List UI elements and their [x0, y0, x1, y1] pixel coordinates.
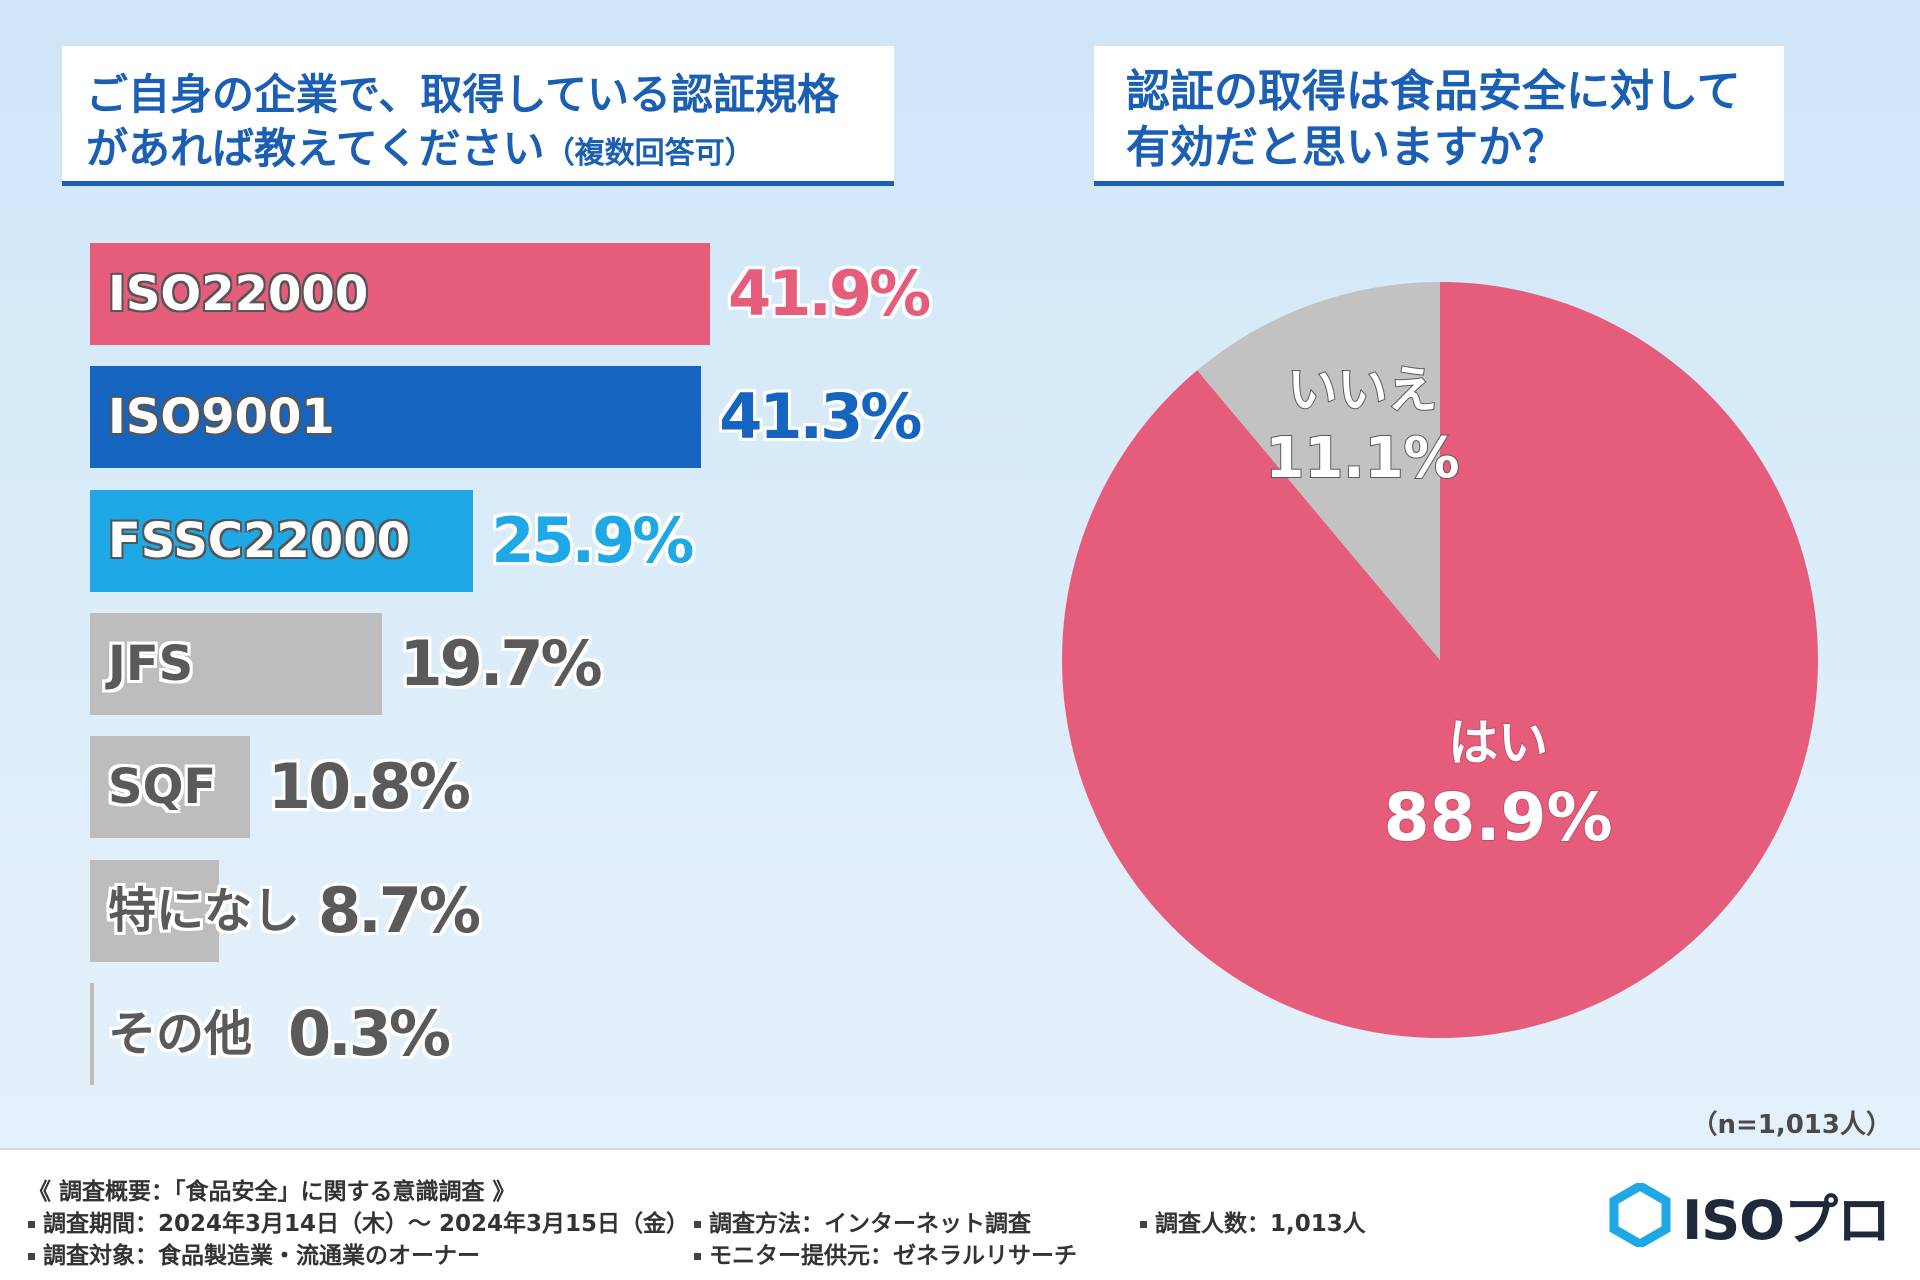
bar-chart-title-line2: があれば教えてください — [86, 124, 545, 173]
survey-target-text: 調査対象：食品製造業・流通業のオーナー — [43, 1243, 480, 1269]
bullet-icon — [1140, 1221, 1147, 1228]
pie-value-1: 11.1% — [1265, 426, 1459, 491]
survey-count-text: 調査人数：1,013人 — [1155, 1211, 1366, 1237]
bar-chart-title-note: （複数回答可） — [544, 136, 755, 171]
bar-0 — [90, 243, 711, 345]
bar-label-6: その他 — [108, 1005, 253, 1062]
survey-provider: モニター提供元：ゼネラルリサーチ — [694, 1236, 1077, 1270]
bullet-icon — [28, 1253, 35, 1260]
bar-label-5: 特になし — [108, 882, 301, 939]
pie-chart-title-line1: 認証の取得は食品安全に対して — [1126, 66, 1741, 117]
survey-footer: 《 調査概要：「食品安全」に関する意識調査 》 調査期間：2024年3月14日（… — [0, 1148, 1920, 1280]
survey-provider-text: モニター提供元：ゼネラルリサーチ — [709, 1243, 1077, 1269]
bar-label-2: FSSC22000 — [108, 512, 410, 569]
survey-heading: 《 調査概要：「食品安全」に関する意識調査 》 — [28, 1179, 516, 1205]
survey-period: 調査期間：2024年3月14日（木）～ 2024年3月15日（金） — [28, 1204, 689, 1238]
bar-6 — [90, 982, 95, 1085]
pie-chart-title-line2: 有効だと思いますか？ — [1126, 122, 1566, 173]
bar-2 — [90, 489, 474, 592]
survey-target: 調査対象：食品製造業・流通業のオーナー — [28, 1236, 480, 1270]
pie-slice-1 — [1197, 282, 1440, 660]
survey-count: 調査人数：1,013人 — [1140, 1204, 1366, 1238]
bar-label-4: SQF — [108, 759, 217, 816]
hexagon-logo-icon — [1609, 1183, 1671, 1247]
bar-3 — [90, 612, 382, 715]
bar-1 — [90, 366, 702, 469]
bar-value-6: 0.3% — [288, 996, 451, 1070]
bar-chart-title: ご自身の企業で、取得している認証規格 があれば教えてください（複数回答可） — [62, 46, 894, 186]
sample-size: （n=1,013人） — [1691, 1110, 1892, 1140]
bar-4 — [90, 736, 250, 839]
bullet-icon — [28, 1221, 35, 1228]
bar-5 — [90, 859, 219, 962]
bar-value-3: 19.7% — [399, 626, 603, 700]
pie-value-0: 88.9% — [1384, 779, 1613, 856]
bullet-icon — [694, 1253, 701, 1260]
bar-label-3: JFS — [108, 635, 194, 692]
pie-label-1: いいえ — [1288, 361, 1438, 419]
isopro-logo: ISOプロ — [1608, 1180, 1891, 1252]
bar-value-5: 8.7% — [318, 873, 481, 947]
bar-value-4: 10.8% — [267, 750, 471, 824]
bar-value-2: 25.9% — [491, 503, 694, 577]
bullet-icon — [694, 1221, 701, 1228]
bar-label-0: ISO22000 — [108, 266, 369, 322]
logo-text: ISOプロ — [1682, 1188, 1891, 1252]
pie-chart: はい 88.9% いいえ 11.1% — [1040, 270, 1840, 1070]
survey-method: 調査方法：インターネット調査 — [694, 1204, 1031, 1238]
bar-value-1: 41.3% — [719, 380, 922, 454]
bar-value-0: 41.9% — [728, 257, 931, 330]
bar-label-1: ISO9001 — [108, 389, 335, 446]
bar-chart: ISO22000 41.9% ISO9001 41.3% FSSC22000 25.9% J… — [0, 0, 960, 1120]
pie-label-0: はい — [1448, 714, 1548, 772]
pie-chart-title: 認証の取得は食品安全に対して 有効だと思いますか？ — [1094, 46, 1784, 186]
survey-method-text: 調査方法：インターネット調査 — [709, 1211, 1031, 1237]
bar-chart-title-line1: ご自身の企業で、取得している認証規格 — [86, 70, 840, 119]
survey-period-text: 調査期間：2024年3月14日（木）～ 2024年3月15日（金） — [43, 1211, 690, 1237]
